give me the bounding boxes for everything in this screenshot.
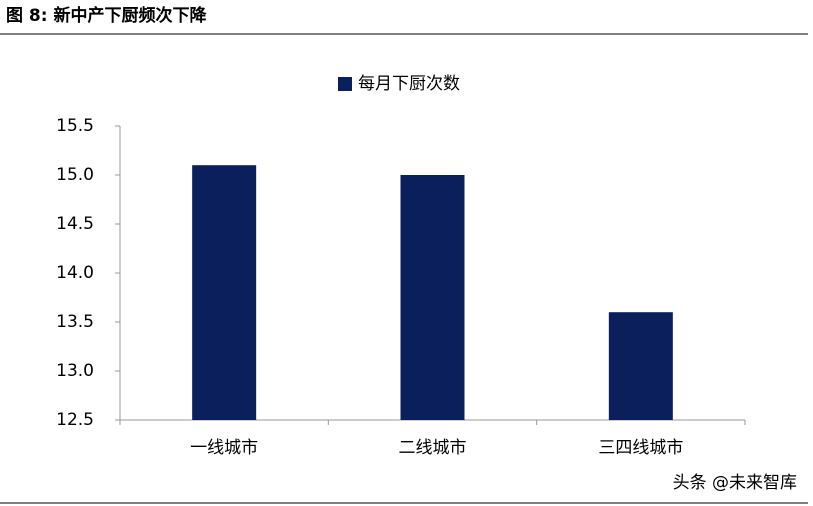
x-tick-label: 三四线城市 [598,438,683,458]
legend-label: 每月下厨次数 [358,74,460,94]
y-tick-label: 12.5 [56,410,94,430]
y-tick-label: 14.0 [56,263,94,283]
y-tick-label: 13.5 [56,312,94,332]
x-tick-label: 一线城市 [190,438,258,458]
y-tick-label: 13.0 [56,361,94,381]
bar [400,175,465,420]
y-tick-label: 15.5 [56,116,94,136]
legend-swatch [338,77,352,91]
y-tick-label: 14.5 [56,214,94,234]
chart-title: 图 8: 新中产下厨频次下降 [6,5,207,26]
y-tick-label: 15.0 [56,165,94,185]
bar [608,312,673,420]
bar [192,165,257,420]
x-tick-label: 二线城市 [399,438,467,458]
watermark: 头条 @未来智库 [673,473,797,493]
